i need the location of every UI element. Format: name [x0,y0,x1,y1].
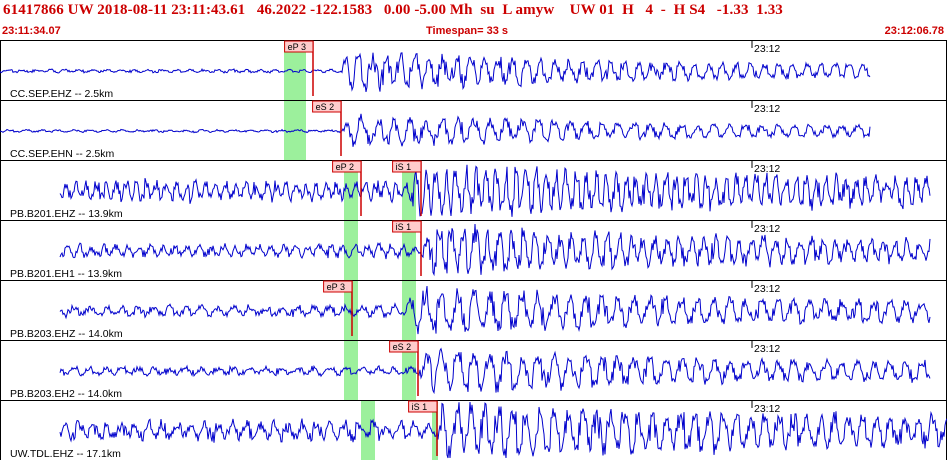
time-mark-label: 23:12 [754,163,780,175]
seismogram-panel[interactable]: eP 3 23:12 CC.SEP.EHZ -- 2.5km eS 2 23:12 CC.… [0,40,947,460]
pick-window [344,281,358,340]
waveform-trace [59,164,931,217]
time-mark-label: 23:12 [754,223,780,235]
channel-row[interactable]: iS 1 23:12 PB.B201.EH1 -- 13.9km [0,220,947,281]
row-border [0,160,947,221]
waveform-trace [59,285,931,335]
pick-label: eP 2 [336,162,354,172]
start-time: 23:11:34.07 [2,25,61,37]
row-border [0,100,947,161]
channel-label: PB.B201.EH1 -- 13.9km [10,268,122,280]
waveform-trace [59,223,931,277]
event-title: 61417866 UW 2018-08-11 23:11:43.61 46.20… [3,2,783,18]
pick-window [361,401,375,460]
pick-label-box[interactable] [312,100,342,113]
pick-window [344,161,358,220]
pick-label-box[interactable] [332,160,362,173]
timespan-label: Timespan= 33 s [426,25,509,37]
channel-label: PB.B203.EH2 -- 14.0km [10,388,122,400]
pick-label: eS 2 [316,102,335,112]
channel-label: CC.SEP.EHZ -- 2.5km [10,88,113,100]
channel-row[interactable]: eP 3 23:12 PB.B203.EHZ -- 14.0km [0,280,947,341]
time-mark-label: 23:12 [754,43,780,55]
channel-label: PB.B203.EHZ -- 14.0km [10,328,123,340]
pick-window [344,341,358,400]
time-mark-label: 23:12 [754,343,780,355]
channel-row[interactable]: iS 1 23:12 UW.TDL.EHZ -- 17.1km [0,400,947,460]
channel-label: CC.SEP.EHN -- 2.5km [10,148,114,160]
pick-label-box[interactable] [323,280,353,293]
channel-label: UW.TDL.EHZ -- 17.1km [10,448,121,460]
pick-label-box[interactable] [408,400,438,413]
pick-label: eP 3 [327,282,345,292]
pick-window [402,281,416,340]
waveform-trace [0,52,871,92]
pick-label-box[interactable] [392,160,422,173]
time-mark-label: 23:12 [754,283,780,295]
channel-row[interactable]: eS 2 23:12 CC.SEP.EHN -- 2.5km [0,100,947,161]
pick-label-box[interactable] [284,40,314,53]
channel-row[interactable]: eP 3 23:12 CC.SEP.EHZ -- 2.5km [0,40,947,101]
pick-window [402,341,416,400]
channel-label: PB.B201.EHZ -- 13.9km [10,208,123,220]
row-border [0,400,947,460]
waveform-trace [59,347,931,395]
pick-window [432,401,438,460]
waveform-trace [0,113,871,147]
header-bar: 61417866 UW 2018-08-11 23:11:43.61 46.20… [0,0,947,40]
pick-label: eS 2 [393,342,412,352]
pick-label: iS 1 [396,162,412,172]
pick-label: iS 1 [412,402,428,412]
pick-label-box[interactable] [392,220,422,233]
pick-label: eP 3 [288,42,306,52]
time-mark-label: 23:12 [754,403,780,415]
time-mark-label: 23:12 [754,103,780,115]
pick-window [402,221,416,280]
end-time: 23:12:06.78 [884,25,944,37]
channel-row[interactable]: eS 2 23:12 PB.B203.EH2 -- 14.0km [0,340,947,401]
pick-label: iS 1 [396,222,412,232]
pick-window [284,41,306,100]
pick-window [344,221,358,280]
channel-row[interactable]: eP 2 iS 1 23:12 PB.B201.EHZ -- 13.9km [0,160,947,221]
waveform-trace [59,401,947,459]
pick-label-box[interactable] [389,340,419,353]
